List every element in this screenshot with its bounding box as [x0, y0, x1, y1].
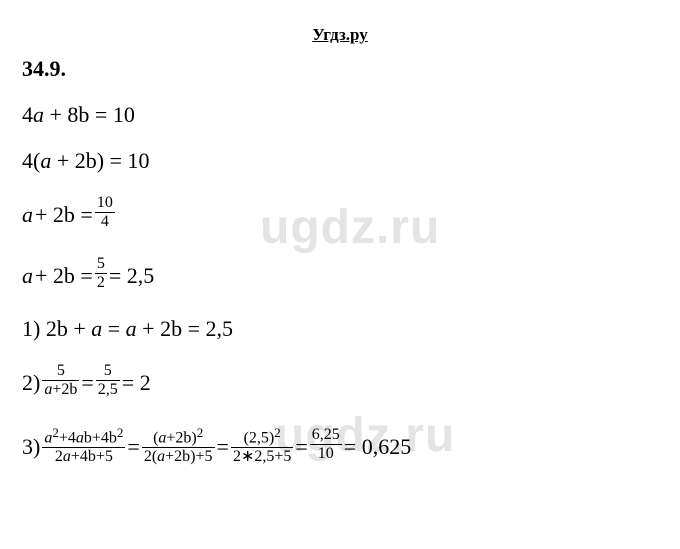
den: 2 — [95, 274, 107, 292]
sup: 2 — [52, 425, 59, 440]
t: 1) 2b + — [22, 316, 91, 341]
num: 10 — [95, 194, 115, 213]
var-a: a — [40, 148, 51, 173]
eq-line-5: 1) 2b + a = a + 2b = 2,5 — [22, 318, 680, 340]
t: 2) — [22, 372, 40, 394]
fraction-big-2: (a+2b)2 2(a+2b)+5 — [142, 423, 215, 466]
t: = 0,625 — [344, 436, 411, 458]
var-a: a — [22, 265, 33, 287]
t: 2( — [144, 448, 157, 465]
fraction-6p25-10: 6,25 10 — [310, 426, 342, 463]
t: b+4b — [84, 429, 117, 446]
num: (a+2b)2 — [142, 423, 215, 448]
fraction-big-1: a2+4ab+4b2 2a+4b+5 — [42, 423, 125, 466]
page: Угдз.ру 34.9. 4a + 8b = 10 4(a + 2b) = 1… — [0, 0, 680, 468]
t: + 8b = 10 — [44, 102, 135, 127]
fraction-5-2p5: 5 2,5 — [96, 362, 120, 399]
t: = — [102, 316, 125, 341]
den: 2,5 — [96, 381, 120, 399]
var-a: a — [126, 316, 137, 341]
den: 10 — [310, 445, 342, 463]
t: + 2b) = 10 — [51, 148, 149, 173]
num: 5 — [95, 255, 107, 274]
t: 3) — [22, 436, 40, 458]
t: + 2b = — [35, 204, 93, 226]
t: = 2 — [122, 372, 151, 394]
den: 2∗2,5+5 — [231, 448, 293, 466]
eq-line-4: a + 2b = 5 2 = 2,5 — [22, 257, 680, 294]
den: 2(a+2b)+5 — [142, 448, 215, 466]
var-a: a — [33, 102, 44, 127]
t: +2b — [52, 381, 77, 398]
header-link[interactable]: Угдз.ру — [22, 22, 658, 44]
header-link-text: Угдз.ру — [312, 25, 368, 44]
t: = — [127, 436, 139, 458]
eq-line-2: 4(a + 2b) = 10 — [22, 150, 680, 172]
t: 4( — [22, 148, 40, 173]
sup: 2 — [274, 425, 281, 440]
t: 4 — [22, 102, 33, 127]
t: = — [217, 436, 229, 458]
eq-line-3: a + 2b = 10 4 — [22, 196, 680, 233]
t: +4b+5 — [71, 448, 113, 465]
t: 2 — [55, 448, 63, 465]
t: = — [81, 372, 93, 394]
fraction-10-4: 10 4 — [95, 194, 115, 231]
den: 2a+4b+5 — [42, 448, 125, 466]
t: +2b) — [166, 429, 196, 446]
num: (2,5)2 — [231, 423, 293, 448]
num: a2+4ab+4b2 — [42, 423, 125, 448]
eq-line-6: 2) 5 a+2b = 5 2,5 = 2 — [22, 364, 680, 401]
problem-number: 34.9. — [22, 58, 680, 80]
t: (2,5) — [244, 429, 275, 446]
num: 5 — [96, 362, 120, 381]
eq-line-1: 4a + 8b = 10 — [22, 104, 680, 126]
t: +4 — [59, 429, 76, 446]
var-a: a — [63, 448, 71, 465]
den: 4 — [95, 213, 115, 231]
var-a: a — [76, 429, 84, 446]
t: +2b)+5 — [165, 448, 212, 465]
fraction-big-3: (2,5)2 2∗2,5+5 — [231, 423, 293, 466]
eq-line-7: 3) a2+4ab+4b2 2a+4b+5 = (a+2b)2 2(a+2b)+… — [22, 425, 680, 468]
var-a: a — [22, 204, 33, 226]
t: = 2,5 — [109, 265, 154, 287]
var-a: a — [91, 316, 102, 341]
num: 6,25 — [310, 426, 342, 445]
t: + 2b = — [35, 265, 93, 287]
fraction-5-2: 5 2 — [95, 255, 107, 292]
den: a+2b — [42, 381, 79, 399]
sup: 2 — [197, 425, 204, 440]
sup: 2 — [117, 425, 124, 440]
var-a: a — [157, 448, 165, 465]
num: 5 — [42, 362, 79, 381]
t: + 2b = 2,5 — [137, 316, 233, 341]
fraction-5-a2b: 5 a+2b — [42, 362, 79, 399]
t: = — [295, 436, 307, 458]
